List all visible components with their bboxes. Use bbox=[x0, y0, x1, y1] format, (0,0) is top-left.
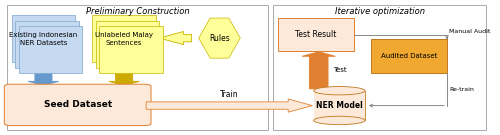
FancyBboxPatch shape bbox=[18, 26, 82, 73]
FancyBboxPatch shape bbox=[314, 91, 364, 120]
FancyBboxPatch shape bbox=[7, 5, 268, 130]
FancyBboxPatch shape bbox=[92, 15, 156, 62]
Text: Test: Test bbox=[333, 67, 346, 73]
Text: Audited Dataset: Audited Dataset bbox=[381, 53, 437, 59]
Ellipse shape bbox=[314, 116, 365, 125]
FancyBboxPatch shape bbox=[274, 5, 486, 130]
Polygon shape bbox=[302, 52, 336, 89]
Text: NER Model: NER Model bbox=[316, 101, 362, 110]
Polygon shape bbox=[146, 99, 312, 112]
Text: Rules: Rules bbox=[209, 34, 230, 43]
Text: Re-train: Re-train bbox=[450, 87, 474, 92]
Text: Seed Dataset: Seed Dataset bbox=[44, 100, 112, 109]
FancyBboxPatch shape bbox=[99, 26, 163, 73]
Text: Manual Audit: Manual Audit bbox=[450, 29, 490, 34]
Text: Train: Train bbox=[220, 90, 238, 99]
FancyBboxPatch shape bbox=[12, 15, 75, 62]
FancyBboxPatch shape bbox=[4, 84, 151, 126]
Text: Iterative optimization: Iterative optimization bbox=[334, 7, 424, 16]
Polygon shape bbox=[108, 63, 140, 86]
Text: Existing Indonesian
NER Datasets: Existing Indonesian NER Datasets bbox=[10, 32, 78, 45]
Text: Preliminary Construction: Preliminary Construction bbox=[86, 7, 190, 16]
Polygon shape bbox=[160, 31, 192, 45]
Text: Unlabeled Malay
Sentences: Unlabeled Malay Sentences bbox=[95, 32, 153, 45]
FancyBboxPatch shape bbox=[15, 21, 78, 68]
Ellipse shape bbox=[314, 87, 365, 95]
FancyBboxPatch shape bbox=[371, 39, 447, 73]
Polygon shape bbox=[28, 63, 59, 86]
Text: Test Result: Test Result bbox=[296, 30, 337, 39]
FancyBboxPatch shape bbox=[96, 21, 160, 68]
Polygon shape bbox=[198, 18, 240, 58]
FancyBboxPatch shape bbox=[314, 91, 365, 120]
FancyBboxPatch shape bbox=[278, 18, 354, 51]
